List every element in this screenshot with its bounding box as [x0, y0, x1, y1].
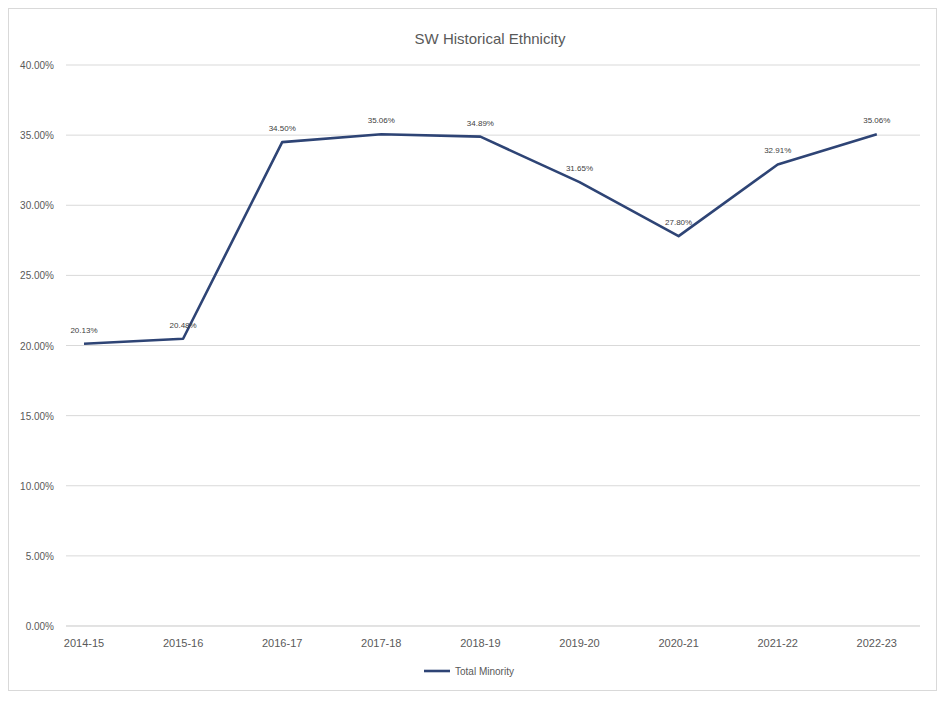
x-tick-label: 2014-15 — [64, 637, 104, 649]
legend-swatch — [424, 670, 450, 673]
x-tick-label: 2022-23 — [857, 637, 897, 649]
x-tick-label: 2016-17 — [262, 637, 302, 649]
grid-line — [66, 555, 920, 556]
page: {"chart_data": {"type": "line", "title":… — [0, 0, 945, 701]
y-tick-label: 20.00% — [20, 341, 54, 352]
title: SW Historical Ethnicity — [415, 30, 566, 47]
grid-line — [66, 275, 920, 276]
data-label: 34.89% — [467, 119, 494, 128]
series-line — [84, 134, 877, 343]
data-label: 20.13% — [70, 326, 97, 335]
x-tick-label: 2021-22 — [758, 637, 798, 649]
data-label: 35.06% — [863, 116, 890, 125]
y-tick-label: 15.00% — [20, 411, 54, 422]
legend-label: Total Minority — [455, 666, 514, 677]
data-label: 20.48% — [170, 321, 197, 330]
grid-line — [66, 345, 920, 346]
chart-frame — [9, 9, 937, 691]
grid-line — [66, 626, 920, 627]
data-label: 34.50% — [269, 124, 296, 133]
x-tick-label: 2015-16 — [163, 637, 203, 649]
y-tick-label: 5.00% — [26, 551, 54, 562]
x-tick-label: 2018-19 — [460, 637, 500, 649]
data-label: 35.06% — [368, 116, 395, 125]
grid-line — [66, 485, 920, 486]
grid-line — [66, 205, 920, 206]
x-tick-label: 2020-21 — [658, 637, 698, 649]
y-tick-label: 30.00% — [20, 200, 54, 211]
grid-line — [66, 65, 920, 66]
y-tick-label: 0.00% — [26, 621, 54, 632]
plot-marks — [84, 134, 877, 343]
x-tick-label: 2017-18 — [361, 637, 401, 649]
y-tick-label: 40.00% — [20, 60, 54, 71]
grid-line — [66, 135, 920, 136]
grid-line — [66, 415, 920, 416]
data-label: 32.91% — [764, 146, 791, 155]
y-tick-label: 25.00% — [20, 270, 54, 281]
x-axis-line — [66, 626, 920, 627]
y-tick-label: 10.00% — [20, 481, 54, 492]
y-tick-label: 35.00% — [20, 130, 54, 141]
data-label: 27.80% — [665, 218, 692, 227]
chart: SW Historical Ethnicity 0.00% 5.00% 10.00% 1… — [0, 0, 945, 701]
x-tick-label: 2019-20 — [559, 637, 599, 649]
data-label: 31.65% — [566, 164, 593, 173]
